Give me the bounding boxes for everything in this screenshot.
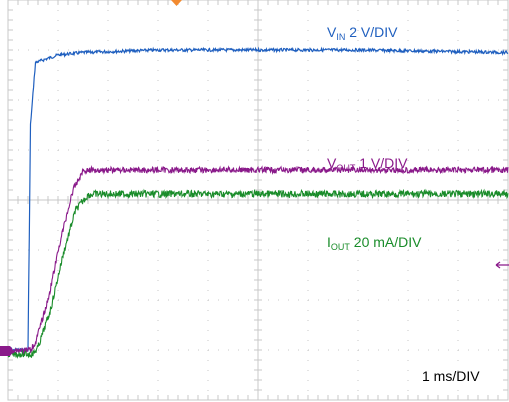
ground-marker-icon bbox=[0, 346, 14, 356]
vout-label: VOUT 1 V/DIV bbox=[327, 155, 408, 173]
iout-trace bbox=[7, 188, 509, 359]
timebase-label: 1 ms/DIV bbox=[422, 368, 480, 384]
vout-trace bbox=[7, 164, 509, 355]
trigger-level-icon bbox=[495, 261, 509, 269]
trigger-marker-icon bbox=[171, 0, 182, 6]
vin-label: VIN 2 V/DIV bbox=[327, 24, 398, 42]
iout-label: IOUT 20 mA/DIV bbox=[327, 234, 422, 252]
grid bbox=[7, 0, 509, 401]
traces bbox=[7, 46, 509, 359]
vin-trace bbox=[7, 46, 509, 354]
